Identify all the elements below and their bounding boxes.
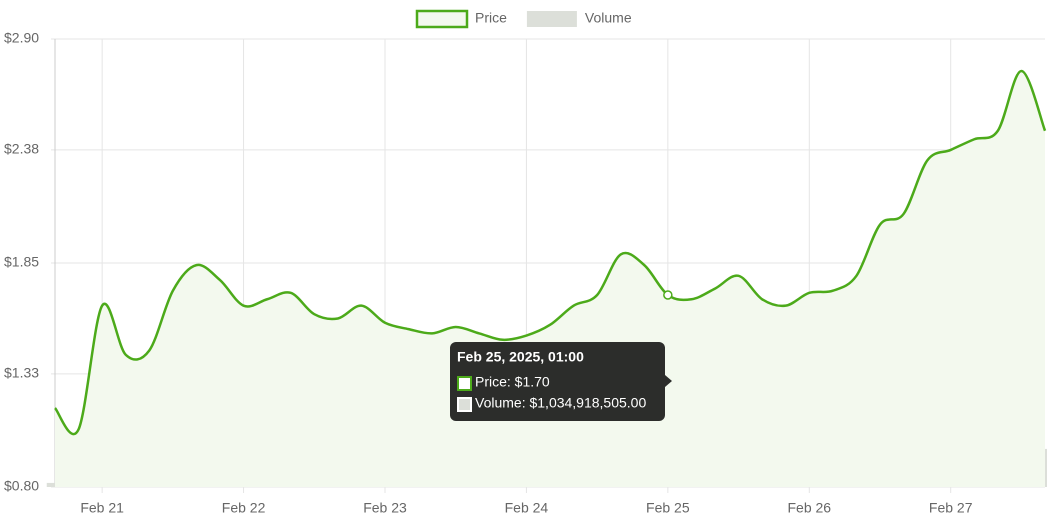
price-layer [53, 69, 1047, 487]
y-tick-label: $0.80 [4, 478, 39, 494]
y-tick-label: $1.85 [4, 254, 39, 270]
y-tick-label: $1.33 [4, 365, 39, 381]
tooltip-swatch [457, 376, 472, 391]
x-tick-label: Feb 24 [505, 500, 549, 516]
legend-label: Price [475, 10, 507, 26]
tooltip-line: Price: $1.70 [475, 374, 550, 390]
tooltip-line: Volume: $1,034,918,505.00 [475, 395, 646, 411]
legend-swatch [415, 9, 469, 29]
y-tick-label: $2.38 [4, 141, 39, 157]
tooltip: Feb 25, 2025, 01:00 Price: $1.70 Volume: $… [450, 290, 673, 421]
x-tick-label: Feb 22 [222, 500, 266, 516]
x-tick-label: Feb 21 [80, 500, 124, 516]
x-tick-label: Feb 26 [787, 500, 831, 516]
legend: Price Volume [415, 9, 632, 29]
x-tick-label: Feb 27 [929, 500, 973, 516]
price-line [53, 69, 1047, 436]
tooltip-title: Feb 25, 2025, 01:00 [457, 349, 584, 365]
price-area [55, 71, 1045, 487]
tooltip-box [450, 342, 665, 421]
x-tick-label: Feb 23 [363, 500, 407, 516]
legend-swatch [526, 11, 577, 27]
grid: $0.80 $1.33 $1.85 $2.38 $2.90 Feb 21 Feb 22 Feb… [4, 30, 1045, 516]
hover-point [663, 290, 673, 300]
legend-label: Volume [585, 10, 632, 26]
tooltip-swatch [457, 397, 472, 412]
x-tick-label: Feb 25 [646, 500, 690, 516]
tooltip-caret [665, 375, 672, 387]
y-tick-label: $2.90 [4, 30, 39, 46]
